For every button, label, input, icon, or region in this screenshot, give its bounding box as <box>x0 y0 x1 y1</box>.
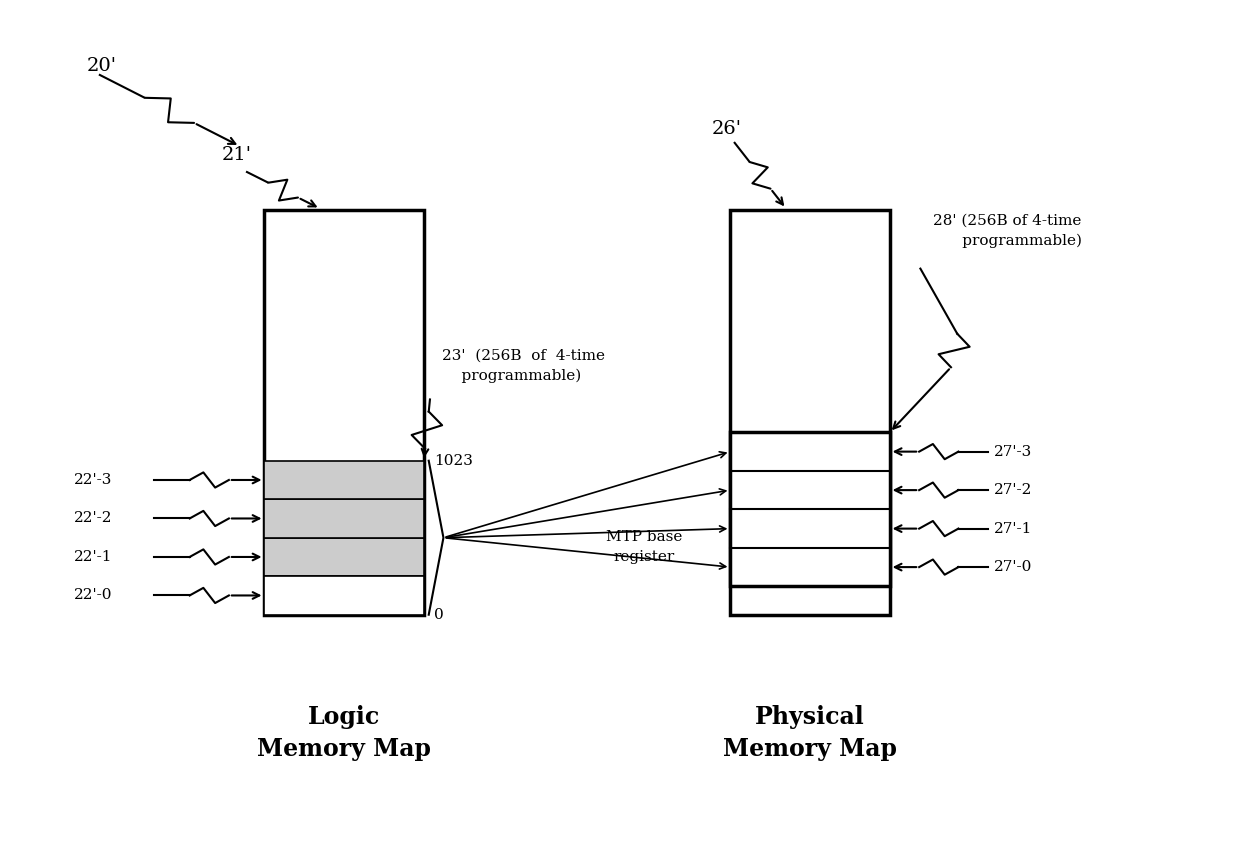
Bar <box>264 499 424 538</box>
Text: 22'-1: 22'-1 <box>74 550 113 564</box>
Text: 27'-3: 27'-3 <box>994 444 1032 459</box>
Bar <box>730 209 890 614</box>
Bar <box>730 432 890 586</box>
Text: 20': 20' <box>87 57 117 75</box>
Text: 27'-2: 27'-2 <box>994 483 1033 497</box>
Text: Logic
Memory Map: Logic Memory Map <box>257 705 432 761</box>
Text: 22'-0: 22'-0 <box>74 589 113 602</box>
Text: Physical
Memory Map: Physical Memory Map <box>723 705 897 761</box>
Text: 22'-2: 22'-2 <box>74 511 113 525</box>
Bar <box>264 209 424 614</box>
Text: 26': 26' <box>712 120 742 138</box>
Text: 0: 0 <box>434 607 444 622</box>
Text: 22'-3: 22'-3 <box>74 473 113 487</box>
Text: 23'  (256B  of  4-time
    programmable): 23' (256B of 4-time programmable) <box>443 348 605 383</box>
Text: 28' (256B of 4-time
      programmable): 28' (256B of 4-time programmable) <box>932 214 1081 248</box>
Text: MTP base
register: MTP base register <box>606 530 683 564</box>
Text: 21': 21' <box>222 146 252 164</box>
Bar <box>264 577 424 614</box>
Bar <box>264 538 424 577</box>
Text: 27'-0: 27'-0 <box>994 560 1033 574</box>
Text: 27'-1: 27'-1 <box>994 522 1033 535</box>
Bar <box>264 461 424 499</box>
Text: 1023: 1023 <box>434 454 472 468</box>
